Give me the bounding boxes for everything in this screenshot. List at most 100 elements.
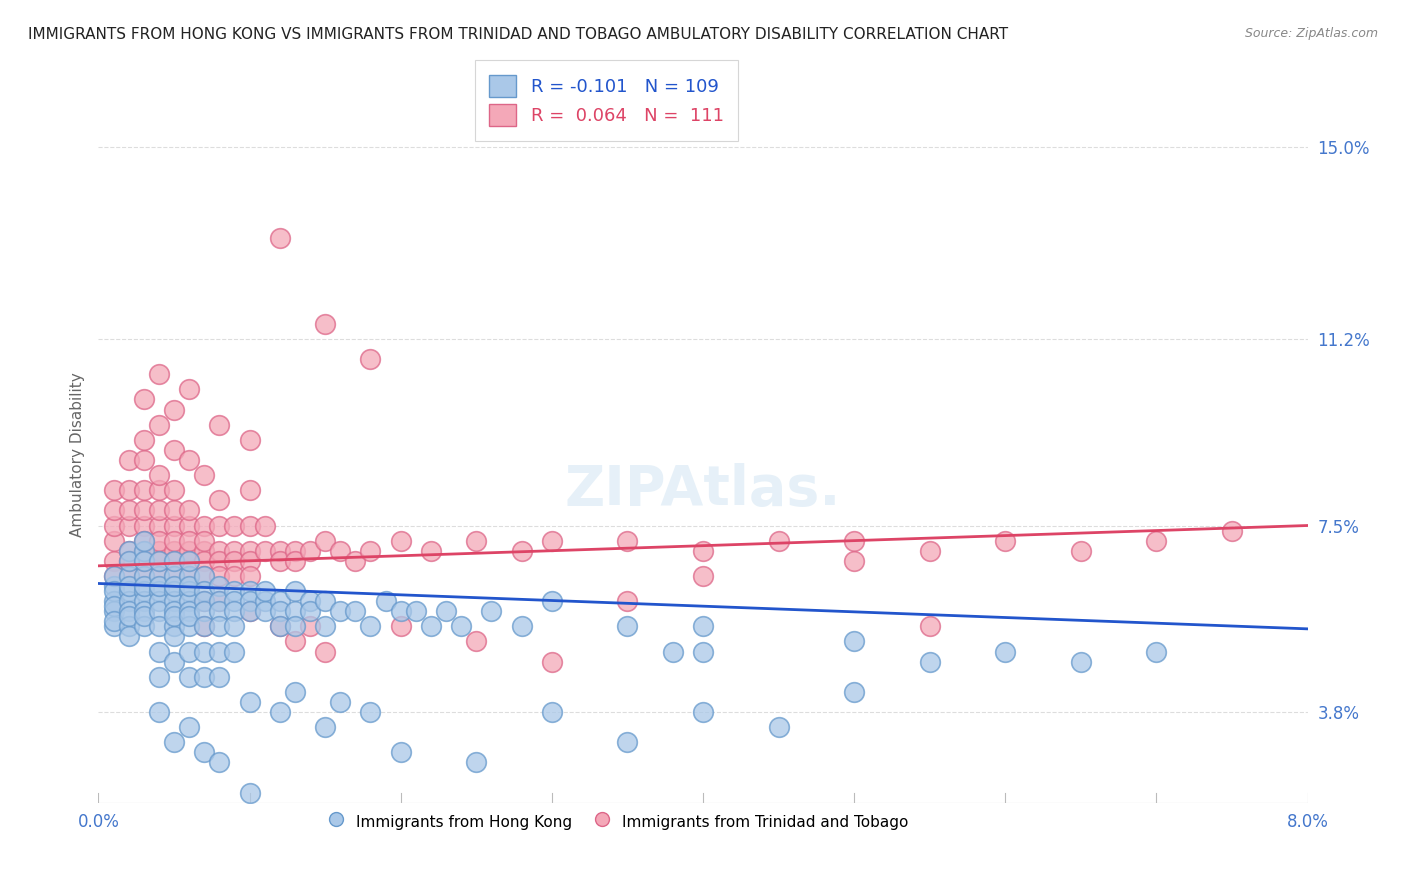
Point (692, 619, 714, 633)
Point (844, 554, 866, 568)
Point (616, 594, 638, 608)
Point (208, 670, 231, 684)
Point (360, 705, 382, 719)
Point (208, 543, 231, 558)
Point (148, 705, 170, 719)
Point (329, 604, 352, 618)
Point (420, 619, 443, 633)
Point (616, 735, 638, 749)
Point (179, 584, 201, 599)
Point (193, 569, 215, 583)
Point (163, 584, 186, 599)
Point (118, 569, 141, 583)
Point (918, 655, 941, 669)
Point (179, 518, 201, 533)
Point (103, 584, 125, 599)
Point (179, 543, 201, 558)
Point (118, 453, 141, 467)
Point (193, 569, 215, 583)
Text: Source: ZipAtlas.com: Source: ZipAtlas.com (1244, 27, 1378, 40)
Point (239, 554, 262, 568)
Point (118, 629, 141, 643)
Point (103, 599, 125, 614)
Point (224, 584, 246, 599)
Point (193, 533, 215, 548)
Point (314, 533, 336, 548)
Point (163, 442, 186, 457)
Point (103, 579, 125, 593)
Point (118, 604, 141, 618)
Point (118, 518, 141, 533)
Point (148, 518, 170, 533)
Point (208, 579, 231, 593)
Point (299, 604, 322, 618)
Point (510, 543, 533, 558)
Point (208, 594, 231, 608)
Point (179, 554, 201, 568)
Point (148, 543, 170, 558)
Point (148, 579, 170, 593)
Point (179, 383, 201, 397)
Point (148, 584, 170, 599)
Point (299, 543, 322, 558)
Point (224, 554, 246, 568)
Point (132, 554, 155, 568)
Point (118, 594, 141, 608)
Point (481, 604, 503, 618)
Point (163, 594, 186, 608)
Point (118, 619, 141, 633)
Point (163, 619, 186, 633)
Point (344, 554, 367, 568)
Point (389, 604, 412, 618)
Point (224, 518, 246, 533)
Point (132, 594, 155, 608)
Point (389, 745, 412, 759)
Point (118, 569, 141, 583)
Point (208, 518, 231, 533)
Point (269, 594, 291, 608)
Point (239, 433, 262, 447)
Point (179, 594, 201, 608)
Point (118, 554, 141, 568)
Point (148, 554, 170, 568)
Point (208, 417, 231, 432)
Point (239, 543, 262, 558)
Point (299, 594, 322, 608)
Point (118, 579, 141, 593)
Point (918, 619, 941, 633)
Point (163, 503, 186, 517)
Point (103, 503, 125, 517)
Point (208, 569, 231, 583)
Point (284, 604, 307, 618)
Point (692, 644, 714, 658)
Point (284, 584, 307, 599)
Point (193, 619, 215, 633)
Point (132, 518, 155, 533)
Point (239, 584, 262, 599)
Point (148, 503, 170, 517)
Point (374, 594, 396, 608)
Point (193, 594, 215, 608)
Point (540, 705, 562, 719)
Point (118, 609, 141, 624)
Point (465, 634, 488, 648)
Point (193, 670, 215, 684)
Point (239, 569, 262, 583)
Point (163, 569, 186, 583)
Point (179, 533, 201, 548)
Point (148, 554, 170, 568)
Point (224, 644, 246, 658)
Point (344, 604, 367, 618)
Point (132, 392, 155, 407)
Point (1146, 644, 1168, 658)
Point (692, 569, 714, 583)
Point (1070, 655, 1092, 669)
Point (103, 533, 125, 548)
Point (299, 619, 322, 633)
Point (314, 644, 336, 658)
Point (179, 569, 201, 583)
Point (179, 503, 201, 517)
Point (103, 594, 125, 608)
Point (360, 543, 382, 558)
Point (132, 503, 155, 517)
